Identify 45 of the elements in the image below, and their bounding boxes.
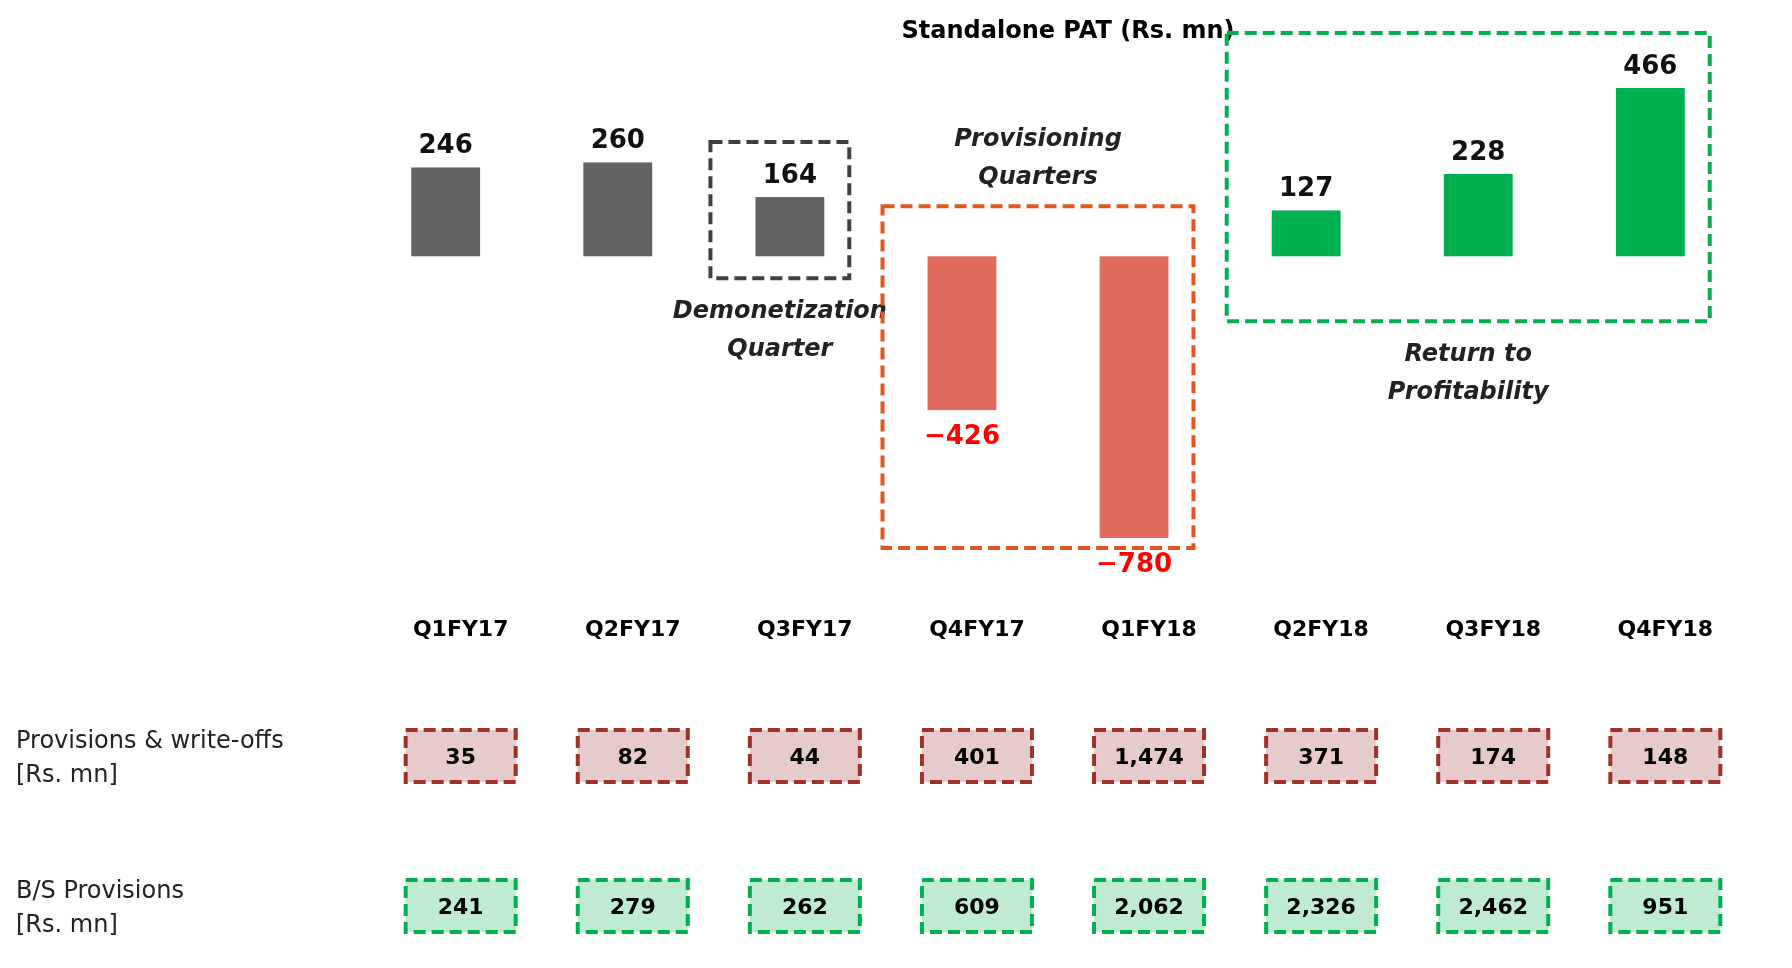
data-label: 35 [445, 744, 476, 769]
data-label: 951 [1642, 894, 1689, 919]
data-label: 174 [1470, 744, 1517, 769]
bar [411, 167, 481, 257]
bar [1099, 256, 1169, 538]
bar [583, 162, 653, 257]
data-label: 371 [1298, 744, 1345, 769]
data-label: 164 [762, 159, 817, 190]
data-label: −780 [1096, 548, 1173, 578]
text: Provisions & write-offs [Rs. mn] [16, 726, 284, 788]
data-label: −426 [923, 420, 1000, 451]
x-tick-label: Q1FY18 [1101, 616, 1197, 641]
bar [1615, 88, 1685, 257]
data-label: 246 [418, 129, 473, 160]
data-label: 262 [781, 894, 828, 919]
data-label: 401 [953, 744, 1000, 769]
data-label: 2,326 [1286, 894, 1356, 919]
annotation: Demonetization Quarter [672, 296, 887, 363]
data-label: 2,462 [1458, 894, 1529, 919]
bar [1271, 210, 1341, 257]
x-tick-label: Q4FY17 [929, 616, 1025, 641]
x-tick-label: Q2FY18 [1273, 616, 1369, 641]
x-tick-label: Q3FY17 [757, 616, 853, 641]
data-label: 279 [609, 894, 656, 919]
data-label: 260 [590, 124, 645, 155]
data-label: 127 [1279, 172, 1334, 203]
bar [755, 197, 825, 257]
text: B/S Provisions [Rs. mn] [16, 876, 184, 938]
bar [1443, 173, 1513, 257]
data-label: 228 [1451, 135, 1506, 166]
x-tick-label: Q3FY18 [1445, 616, 1542, 641]
annotation: Return to Profitability [1387, 339, 1550, 406]
x-tick-label: Q1FY17 [412, 616, 509, 641]
bar [927, 256, 997, 411]
data-label: 148 [1642, 744, 1689, 769]
annotation: Provisioning Quarters [954, 124, 1122, 191]
data-label: 1,474 [1114, 744, 1184, 769]
x-tick-label: Q2FY17 [584, 616, 681, 641]
data-label: 44 [789, 744, 821, 769]
data-label: 241 [437, 894, 484, 919]
data-label: 609 [953, 894, 1000, 919]
x-tick-label: Q4FY18 [1617, 616, 1714, 641]
data-label: 466 [1623, 50, 1678, 80]
data-label: 2,062 [1114, 894, 1184, 919]
data-label: 82 [617, 744, 649, 769]
